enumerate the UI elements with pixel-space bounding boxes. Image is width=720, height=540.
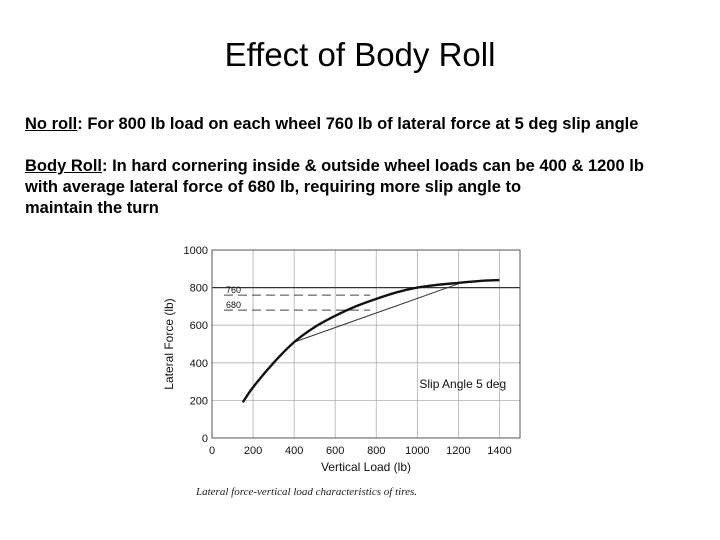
y-tick-label-1: 200 (190, 395, 208, 407)
y-tick-label-4: 800 (190, 283, 208, 295)
x-tick-label-6: 1200 (446, 445, 470, 457)
x-tick-label-4: 800 (367, 445, 385, 457)
body-roll-paragraph: Body Roll: In hard cornering inside & ou… (25, 156, 715, 219)
body-roll-line-2: with average lateral force of 680 lb, re… (25, 178, 522, 196)
reference-label-760: 760 (226, 285, 241, 295)
y-tick-label-5: 1000 (184, 245, 208, 257)
y-axis-title: Lateral Force (lb) (162, 298, 176, 389)
x-axis-title: Vertical Load (lb) (321, 460, 411, 474)
x-tick-label-2: 400 (285, 445, 303, 457)
y-tick-label-0: 0 (202, 433, 208, 445)
chart-labels: 0 200 400 600 800 1000 1200 1400 0 200 400 600 800 10… (184, 245, 512, 457)
x-tick-label-3: 600 (326, 445, 344, 457)
slide-title: Effect of Body Roll (224, 36, 496, 73)
figure-caption: Lateral force-vertical load characterist… (196, 486, 417, 498)
reference-lines (224, 294, 371, 311)
no-roll-text: : For 800 lb load on each wheel 760 lb o… (77, 115, 639, 133)
chart-grid (211, 249, 521, 439)
no-roll-paragraph: No roll: For 800 lb load on each wheel 7… (25, 114, 715, 135)
x-tick-label-0: 0 (209, 445, 215, 457)
no-roll-term: No roll (25, 115, 78, 133)
body-roll-term: Body Roll (25, 157, 102, 175)
lateral-force-curve (241, 278, 500, 403)
x-tick-label-7: 1400 (487, 445, 511, 457)
body-roll-line-3: maintain the turn (25, 199, 159, 217)
y-tick-label-3: 600 (190, 320, 208, 332)
average-chord-line (293, 283, 459, 343)
body-roll-text-1: : In hard cornering inside & outside whe… (102, 157, 644, 175)
x-tick-label-1: 200 (244, 445, 262, 457)
body-roll-line-1: Body Roll: In hard cornering inside & ou… (25, 156, 715, 177)
slip-angle-annotation: Slip Angle 5 deg (419, 377, 506, 391)
y-tick-label-2: 400 (190, 358, 208, 370)
reference-label-680: 680 (226, 300, 241, 310)
plot-frame (211, 249, 521, 439)
lateral-force-chart: 0 200 400 600 800 1000 1200 1400 0 200 400 600 800 10… (162, 245, 521, 474)
chart-marks (241, 278, 500, 403)
x-tick-label-5: 1000 (405, 445, 429, 457)
